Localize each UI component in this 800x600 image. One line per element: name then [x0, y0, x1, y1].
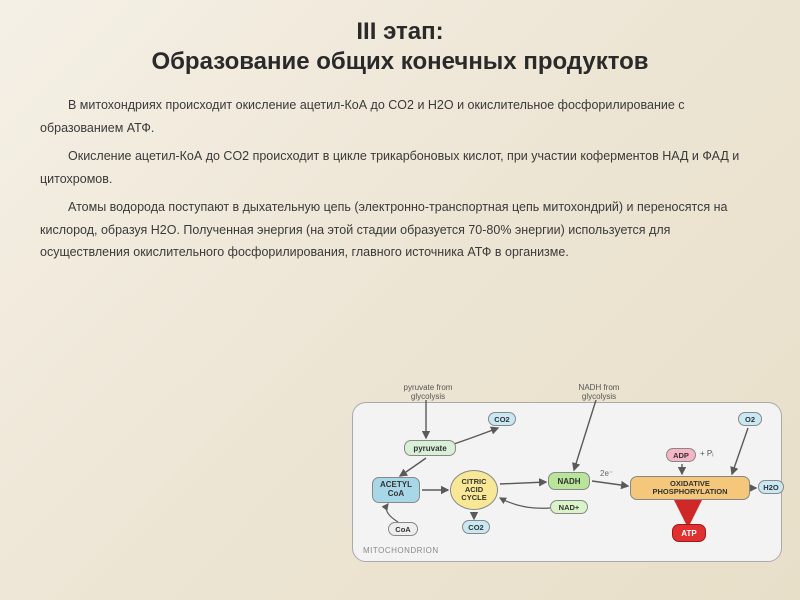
node-coa: CoA	[388, 522, 418, 536]
mitochondrion-label: MITOCHONDRION	[363, 546, 439, 555]
body-text: В митохондриях происходит окисление ацет…	[0, 86, 800, 264]
title-block: III этап: Образование общих конечных про…	[0, 0, 800, 86]
node-atp: ATP	[672, 524, 706, 542]
node-o2: O2	[738, 412, 762, 426]
node-pyruvate: pyruvate	[404, 440, 456, 456]
node-adp: ADP	[666, 448, 696, 462]
node-h2o: H2O	[758, 480, 784, 494]
title-line-1: III этап:	[40, 18, 760, 46]
node-nadh: NADH	[548, 472, 590, 490]
paragraph-1: В митохондриях происходит окисление ацет…	[40, 94, 760, 139]
node-co2-top: CO2	[488, 412, 516, 426]
node-nad: NAD+	[550, 500, 588, 514]
label-nadh-source: NADH from glycolysis	[574, 384, 624, 402]
label-pyruvate-source: pyruvate from glycolysis	[400, 384, 456, 402]
title-line-2: Образование общих конечных продуктов	[40, 48, 760, 76]
label-pi: + Pᵢ	[700, 450, 714, 459]
paragraph-3: Атомы водорода поступают в дыхательную ц…	[40, 196, 760, 264]
node-oxphos: OXIDATIVE PHOSPHORYLATION	[630, 476, 750, 500]
node-co2-bottom: CO2	[462, 520, 490, 534]
label-2e: 2e⁻	[600, 470, 613, 479]
node-acetyl-coa: ACETYL CoA	[372, 477, 420, 503]
mitochondrion-diagram: MITOCHONDRION	[352, 382, 782, 572]
node-citric-cycle: CITRIC ACID CYCLE	[450, 470, 498, 510]
paragraph-2: Окисление ацетил-КоА до CO2 происходит в…	[40, 145, 760, 190]
